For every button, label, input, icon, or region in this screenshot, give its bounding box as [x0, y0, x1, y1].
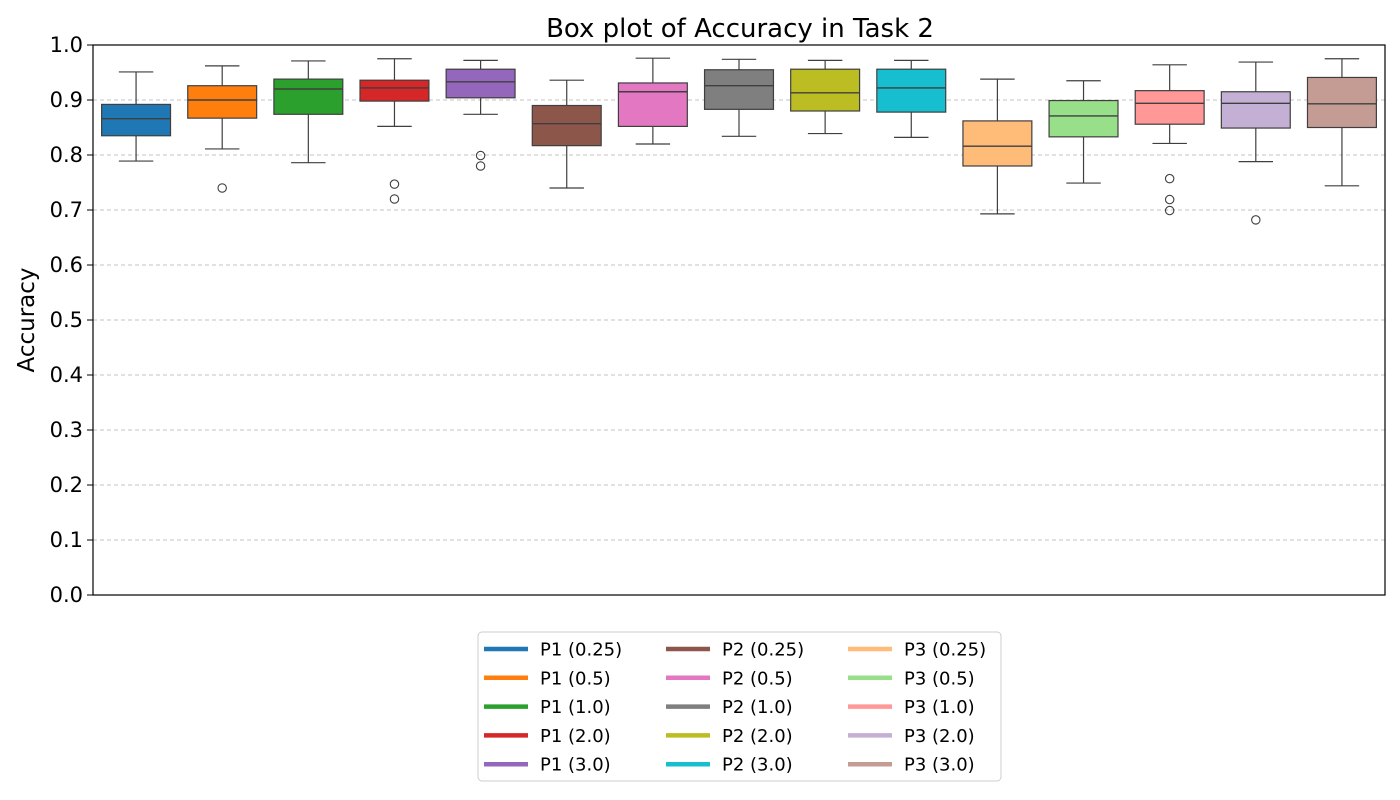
y-tick-label: 0.3: [50, 418, 83, 442]
box-iqr: [1306, 76, 1377, 129]
outlier-point: [1164, 173, 1175, 184]
box-3: [273, 60, 344, 164]
box-iqr: [1134, 90, 1205, 125]
box-iqr: [531, 104, 602, 147]
box-iqr: [962, 120, 1033, 167]
y-tick-label: 0.7: [50, 198, 83, 222]
legend-label: P1 (0.5): [540, 668, 611, 689]
outlier-point: [1164, 205, 1175, 216]
legend-label: P3 (3.0): [904, 755, 975, 776]
box-12: [1048, 80, 1119, 184]
outlier-point: [1164, 194, 1175, 205]
chart-title: Box plot of Accuracy in Task 2: [546, 14, 934, 44]
box-1: [101, 71, 172, 162]
box-7: [617, 57, 688, 145]
legend-item: P3 (1.0): [848, 697, 975, 718]
legend-item: P2 (0.25): [666, 640, 804, 661]
legend-box: [477, 631, 1002, 782]
y-tick-label: 0.0: [50, 583, 83, 607]
outlier-point: [475, 150, 486, 161]
box-iqr: [101, 103, 172, 137]
y-tick-label: 0.5: [50, 308, 83, 332]
legend-label: P3 (0.5): [904, 668, 975, 689]
box-14: [1220, 61, 1291, 225]
legend-item: P3 (0.25): [848, 640, 986, 661]
legend-label: P1 (2.0): [540, 726, 611, 747]
legend-item: P3 (0.5): [848, 668, 975, 689]
legend-label: P2 (0.5): [722, 668, 793, 689]
y-tick-label: 0.8: [50, 143, 83, 167]
box-iqr: [876, 68, 947, 113]
box-iqr: [1048, 99, 1119, 138]
y-axis-label: Accuracy: [14, 267, 40, 372]
legend-label: P3 (1.0): [904, 697, 975, 718]
box-iqr: [703, 69, 775, 110]
legend-item: P1 (3.0): [484, 755, 611, 776]
y-tick-label: 0.4: [50, 363, 83, 387]
box-iqr: [445, 68, 516, 99]
legend-item: P2 (2.0): [666, 726, 793, 747]
legend-item: P2 (3.0): [666, 755, 793, 776]
legend-label: P3 (2.0): [904, 726, 975, 747]
box-13: [1134, 64, 1205, 216]
outlier-point: [475, 161, 486, 171]
box-6: [531, 79, 602, 189]
legend-label: P2 (0.25): [722, 640, 804, 661]
y-tick-label: 0.9: [50, 88, 83, 112]
box-2: [187, 65, 258, 193]
y-tick-label: 0.6: [50, 253, 83, 277]
box-4: [359, 58, 430, 204]
box-15: [1306, 58, 1377, 187]
y-tick-label: 0.1: [50, 528, 83, 552]
plot-frame: [92, 44, 1386, 596]
legend-item: P1 (1.0): [484, 697, 611, 718]
box-iqr: [1220, 91, 1291, 129]
box-iqr: [187, 85, 258, 119]
y-tick-label: 1.0: [50, 33, 83, 57]
legend-item: P1 (0.5): [484, 668, 611, 689]
box-iqr: [617, 82, 688, 127]
legend-label: P2 (3.0): [722, 755, 793, 776]
box-5: [445, 59, 516, 171]
outlier-point: [217, 183, 227, 193]
legend-item: P3 (3.0): [848, 755, 975, 776]
box-iqr: [790, 68, 861, 112]
legend-label: P1 (0.25): [540, 640, 622, 661]
legend-item: P1 (0.25): [484, 640, 622, 661]
box-iqr: [359, 79, 430, 102]
box-series: [101, 57, 1377, 225]
legend-item: P3 (2.0): [848, 726, 975, 747]
box-10: [876, 59, 947, 138]
box-9: [790, 59, 861, 135]
legend-label: P1 (3.0): [540, 755, 611, 776]
legend-item: P2 (1.0): [666, 697, 793, 718]
legend-label: P2 (2.0): [722, 726, 793, 747]
y-axis: 0.0 0.1 0.2 0.3 0.4 0.5 0.6 0.7 0.8 0.9 1.0: [50, 33, 93, 607]
legend-item: P1 (2.0): [484, 726, 611, 747]
box-11: [962, 78, 1033, 215]
legend-item: P2 (0.5): [666, 668, 793, 689]
legend: P1 (0.25) P1 (0.5) P1 (1.0) P1 (2.0) P1 (3.0…: [477, 631, 1002, 782]
box-iqr: [273, 78, 344, 115]
legend-label: P1 (1.0): [540, 697, 611, 718]
legend-label: P2 (1.0): [722, 697, 793, 718]
box-8: [703, 58, 775, 137]
legend-label: P3 (0.25): [904, 640, 986, 661]
outlier-point: [389, 194, 400, 204]
outlier-point: [1251, 215, 1261, 225]
outlier-point: [389, 179, 400, 189]
y-tick-label: 0.2: [50, 473, 83, 497]
